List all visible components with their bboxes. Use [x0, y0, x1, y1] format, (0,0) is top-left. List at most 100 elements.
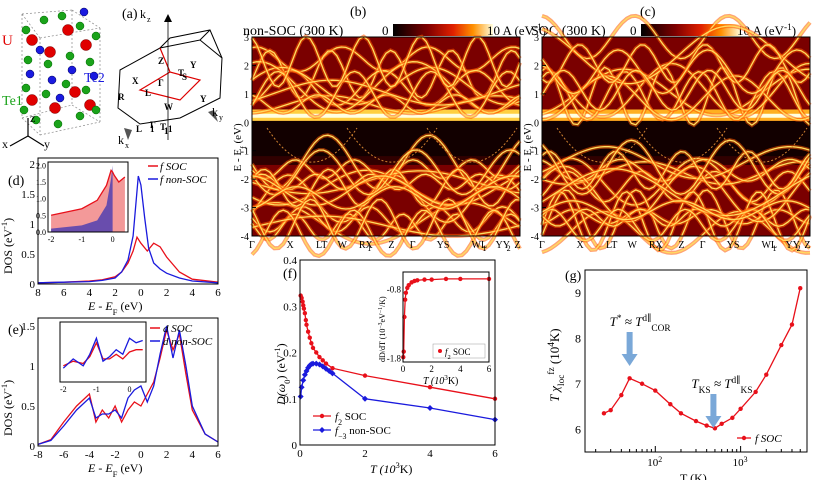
- soc-point: [300, 299, 305, 304]
- x-tick-label: 4: [427, 448, 433, 460]
- x-tick-label: 6: [492, 448, 498, 460]
- gap-region: [252, 120, 520, 157]
- nonsoc-point: [297, 393, 304, 400]
- y-tick-label: 6: [575, 422, 581, 436]
- inset-x-tick: -1: [79, 235, 86, 244]
- axis-x-label: x: [2, 137, 8, 151]
- tstar-annotation: T* ≈ Td∥COR: [610, 313, 672, 334]
- k-point-label: 1: [482, 244, 486, 253]
- f-dos-chart: (d)8 6 4 2 0 2 4 600.511.52E - EF (eV)DOS (eV-1…: [0, 157, 221, 317]
- te2-atom: [35, 45, 45, 55]
- label-part: ): [792, 23, 796, 38]
- te2-atom: [79, 7, 89, 17]
- te1-atom: [53, 119, 63, 129]
- brillouin-zone-top: [159, 29, 223, 59]
- kx-sub: x: [125, 141, 129, 150]
- nonsoc-point: [300, 377, 307, 384]
- legend-marker: [741, 435, 747, 441]
- unit-cell-edge: [21, 117, 41, 136]
- label-part: fz: [546, 367, 557, 374]
- label-part: eV: [378, 313, 387, 323]
- te1-atom: [75, 21, 85, 31]
- te2-atom: [67, 65, 77, 75]
- y-axis-label: E - Ef (eV): [232, 123, 248, 171]
- legend-entry: f SOC: [755, 433, 782, 445]
- x-tick-label: 4: [190, 287, 196, 299]
- label-part: d∥: [731, 375, 740, 386]
- bz-point-label: X: [132, 76, 139, 86]
- inset-point: [458, 276, 463, 282]
- label-part: F: [113, 469, 118, 479]
- label-part: 2: [338, 418, 342, 427]
- y-tick-label: 1: [244, 90, 249, 101]
- axis-y-arrow: [27, 135, 45, 147]
- bz-point-label: Y: [200, 94, 207, 104]
- band-line: [251, 70, 521, 118]
- band-line: [541, 200, 811, 221]
- x-tick-label: 2: [362, 448, 368, 460]
- label-part: /K): [378, 296, 387, 307]
- x-tick-label: 6: [61, 287, 67, 299]
- y-tick-label: -2: [241, 175, 249, 186]
- susceptibility-point: [798, 286, 803, 291]
- label-part: K): [448, 376, 459, 387]
- bz-point-label: L: [136, 124, 142, 134]
- label-part: (eV): [522, 123, 534, 146]
- k-point-label: Z: [388, 240, 394, 251]
- y-tick-label: -4: [531, 232, 539, 243]
- legend-entry: f SOC: [160, 161, 187, 173]
- y-tick-label: 9: [575, 286, 581, 300]
- bz-point-label: S: [182, 72, 187, 82]
- y-tick-label: 1: [30, 219, 36, 231]
- y-axis-label: E - Ef (eV): [522, 123, 538, 171]
- label-part: -1: [784, 23, 792, 33]
- inset-point: [406, 282, 411, 288]
- inset-y-tick: -1.8: [387, 354, 402, 364]
- k-point-label: LT: [316, 240, 327, 251]
- inset-x-tick: 6: [487, 364, 492, 374]
- plot-frame: [299, 259, 496, 446]
- flat-band-core: [542, 113, 810, 118]
- te1-atom: [57, 11, 67, 21]
- axis-x-arrow: [9, 135, 29, 147]
- soc-point: [310, 345, 316, 351]
- inset-bg: [60, 322, 146, 382]
- label-part: E - E: [232, 149, 244, 172]
- x-tick-label: -8: [33, 449, 43, 461]
- y-tick-label: 0: [244, 118, 249, 129]
- x-tick-label: -4: [85, 449, 95, 461]
- label-part: d∥: [642, 313, 651, 324]
- bz-point-label: Z: [158, 56, 164, 66]
- y-tick-label: 0: [534, 118, 539, 129]
- plot-frame: [37, 157, 219, 285]
- y-tick-label: 1.5: [21, 189, 35, 201]
- tstar-arrow-shaft: [626, 332, 633, 354]
- te2-atom: [55, 93, 65, 103]
- susceptibility-point: [719, 421, 724, 426]
- x-tick-label: -6: [59, 449, 69, 461]
- panel-label-d: (d): [8, 174, 25, 189]
- te1-atom: [41, 89, 51, 99]
- y-tick-label: 0.3: [283, 301, 297, 313]
- label-part: f: [335, 425, 340, 437]
- gap-band: [266, 127, 358, 163]
- label-part: dD/dT (10: [378, 329, 387, 362]
- inset-x-tick: 2: [429, 364, 434, 374]
- susceptibility-point: [789, 322, 795, 327]
- k-point-label: 1: [367, 244, 371, 253]
- panel-b: (b) non-SOC (300 K) 0 10 A (eV-1) 3 2 1 0 -1 -2 -3…: [232, 0, 546, 259]
- panel-label: (c): [640, 5, 656, 20]
- ky-arrowhead: [208, 110, 218, 122]
- soc-point: [330, 366, 335, 371]
- y-tick-label: 0: [30, 441, 36, 453]
- ky-sub: y: [219, 113, 223, 122]
- dos-at-fermi-chart: (f)0 2 4 600.10.20.30.4T (103K)D(ω0) (eV-1)…: [272, 255, 498, 476]
- label-part: f: [239, 146, 248, 149]
- gap-band: [346, 127, 438, 163]
- x-axis-label: E - EF (eV): [87, 299, 142, 317]
- uranium-atom: [62, 24, 74, 36]
- u-label: U: [2, 33, 13, 49]
- y-tick-label: 8: [575, 331, 581, 345]
- soc-point: [304, 322, 309, 327]
- gap-region: [252, 156, 520, 165]
